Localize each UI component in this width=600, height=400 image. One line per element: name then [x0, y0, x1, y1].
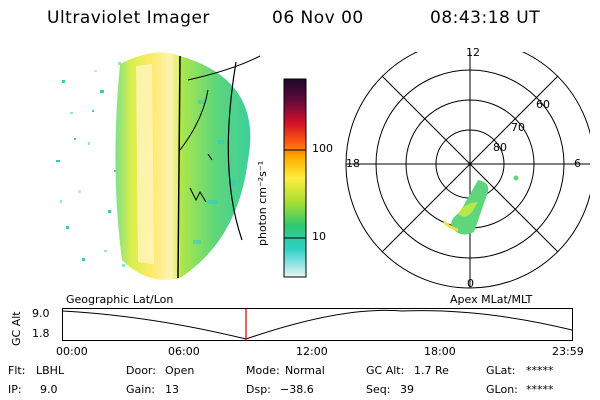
time-tick-0000: 00:00 — [56, 345, 88, 358]
time-tick-1800: 18:00 — [424, 345, 456, 358]
earth-disk — [180, 56, 251, 278]
filter-label: Flt: — [8, 364, 26, 377]
colorbar-tick-100: 100 — [312, 142, 333, 155]
image-time: 08:43:18 UT — [430, 8, 541, 28]
altitude-tick-low: 1.8 — [32, 327, 50, 340]
glat-value: ***** — [526, 364, 554, 377]
glon-label: GLon: — [486, 383, 518, 396]
colorbar-tick-10: 10 — [312, 230, 326, 243]
glat-label: GLat: — [486, 364, 516, 377]
terminator-line — [177, 55, 181, 279]
gc-alt-label: GC Alt: — [366, 364, 405, 377]
time-tick-2359: 23:59 — [552, 345, 584, 358]
mlt-label-12: 12 — [466, 46, 480, 59]
time-tick-1200: 12:00 — [296, 345, 328, 358]
altitude-tick-high: 9.0 — [32, 307, 50, 320]
noise-speckle — [56, 62, 125, 267]
color-scale-bar — [283, 78, 307, 278]
meridian-line — [227, 61, 243, 241]
altitude-curve — [62, 309, 573, 340]
mlt-label-18: 18 — [346, 157, 360, 170]
door-value: Open — [165, 364, 195, 377]
dsp-value: −38.6 — [280, 383, 314, 396]
door-label: Door: — [126, 364, 156, 377]
geographic-image-panel — [56, 52, 261, 280]
image-date: 06 Nov 00 — [272, 8, 364, 28]
coastline-detail — [189, 187, 207, 203]
lat-label-80: 80 — [493, 141, 507, 154]
coastline — [179, 89, 209, 151]
ip-value: 9.0 — [40, 383, 58, 396]
filter-value: LBHL — [36, 364, 65, 377]
mode-value: Normal — [285, 364, 325, 377]
right-panel-caption: Apex MLat/MLT — [450, 293, 533, 306]
gc-alt-value: 1.7 Re — [414, 364, 449, 377]
seq-value: 39 — [400, 383, 414, 396]
dsp-label: Dsp: — [246, 383, 271, 396]
left-panel-caption: Geographic Lat/Lon — [66, 293, 174, 306]
colorbar-unit-label: photon cm⁻²s⁻¹ — [256, 160, 269, 246]
mode-label: Mode: — [246, 364, 280, 377]
lat-label-70: 70 — [511, 121, 525, 134]
graticule-line — [187, 55, 261, 81]
lat-label-60: 60 — [536, 98, 550, 111]
altitude-axis-label: GC Alt — [10, 311, 23, 346]
mlt-label-6: 6 — [574, 157, 581, 170]
gain-value: 13 — [165, 383, 179, 396]
time-tick-0600: 06:00 — [168, 345, 200, 358]
glon-value: ***** — [526, 383, 554, 396]
aurora-band-core — [136, 64, 154, 264]
altitude-time-plot — [62, 308, 573, 341]
ip-label: IP: — [8, 383, 22, 396]
polar-mlt-plot — [345, 52, 590, 289]
gain-label: Gain: — [126, 383, 155, 396]
instrument-title: Ultraviolet Imager — [47, 8, 210, 28]
seq-label: Seq: — [366, 383, 391, 396]
mlt-label-0: 0 — [467, 277, 474, 290]
